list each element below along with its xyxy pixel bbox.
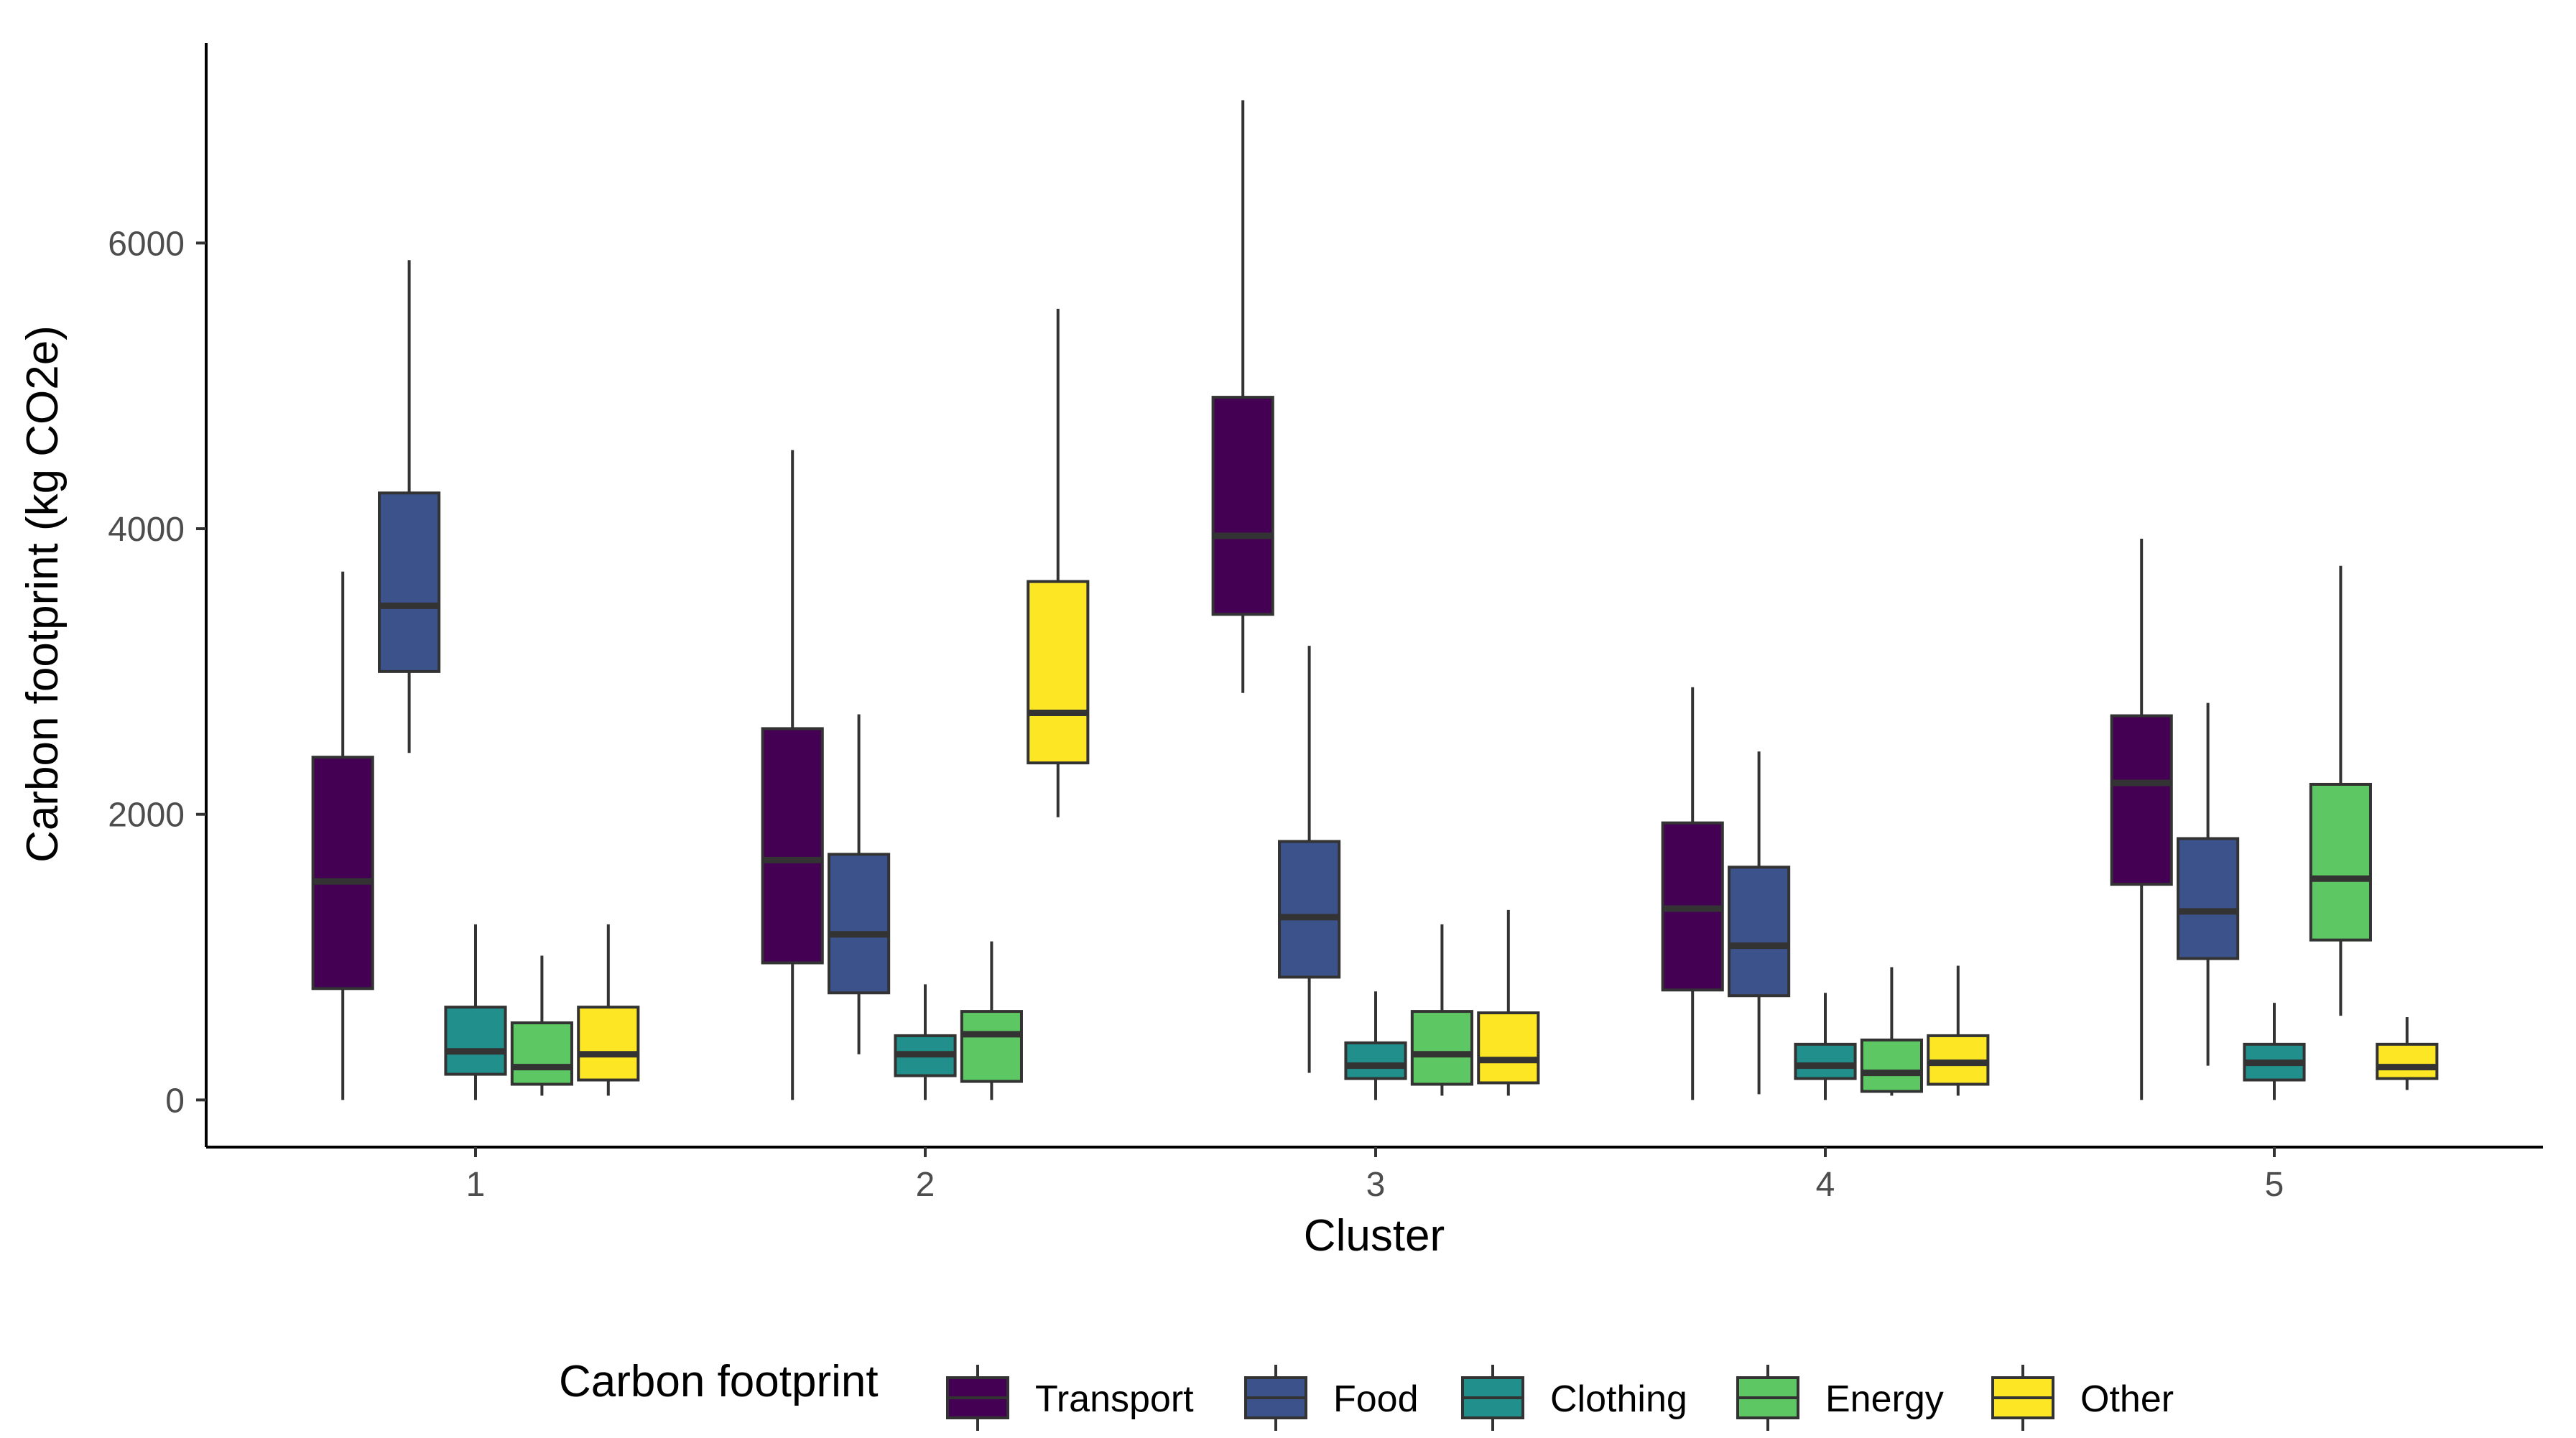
box-clothing-cluster-5 xyxy=(2243,1003,2306,1100)
legend-label: Transport xyxy=(1035,1378,1194,1420)
y-tick-label: 6000 xyxy=(108,225,185,263)
box-other-cluster-1 xyxy=(577,924,640,1096)
box-iqr xyxy=(1278,840,1341,979)
box-energy-cluster-3 xyxy=(1410,924,1473,1096)
plot-area xyxy=(311,100,2439,1100)
box-clothing-cluster-4 xyxy=(1794,993,1857,1100)
legend-item-transport: Transport xyxy=(946,1365,1194,1431)
box-other-cluster-4 xyxy=(1927,965,1990,1096)
box-clothing-cluster-2 xyxy=(894,984,957,1100)
box-food-cluster-1 xyxy=(378,260,441,753)
x-tick-label: 4 xyxy=(1816,1166,1835,1204)
box-energy-cluster-2 xyxy=(960,941,1023,1100)
box-iqr xyxy=(1794,1042,1857,1080)
box-iqr xyxy=(378,491,441,673)
box-iqr xyxy=(2110,714,2173,886)
box-iqr xyxy=(2376,1042,2439,1080)
axes: 0 2000 4000 6000 1 2 3 4 5 xyxy=(108,43,2543,1204)
box-transport-cluster-2 xyxy=(761,450,824,1100)
box-other-cluster-3 xyxy=(1477,909,1540,1096)
box-other-cluster-2 xyxy=(1027,308,1090,817)
box-clothing-cluster-3 xyxy=(1344,991,1407,1100)
box-iqr xyxy=(1410,1010,1473,1086)
box-iqr xyxy=(1728,866,1791,998)
box-transport-cluster-1 xyxy=(311,571,374,1100)
y-tick-label: 0 xyxy=(165,1082,185,1120)
legend-label: Energy xyxy=(1825,1378,1944,1420)
box-clothing-cluster-1 xyxy=(444,924,507,1100)
legend-item-other: Other xyxy=(1991,1365,2174,1431)
box-iqr xyxy=(2177,837,2240,960)
box-energy-cluster-5 xyxy=(2309,565,2372,1016)
box-iqr xyxy=(1211,396,1274,616)
box-iqr xyxy=(510,1021,573,1086)
box-iqr xyxy=(311,756,374,991)
box-iqr xyxy=(761,727,824,965)
box-transport-cluster-3 xyxy=(1211,100,1274,693)
legend-item-energy: Energy xyxy=(1736,1365,1944,1431)
legend-item-clothing: Clothing xyxy=(1461,1365,1687,1431)
legend-label: Food xyxy=(1333,1378,1419,1420)
legend-label: Other xyxy=(2080,1378,2174,1420)
y-tick-label: 2000 xyxy=(108,797,185,835)
x-tick-label: 2 xyxy=(916,1166,935,1204)
box-iqr xyxy=(1344,1041,1407,1080)
box-food-cluster-3 xyxy=(1278,646,1341,1073)
x-axis-title: Cluster xyxy=(1304,1211,1445,1261)
box-iqr xyxy=(1477,1011,1540,1085)
y-axis-title: Carbon footprint (kg CO2e) xyxy=(18,325,68,863)
box-iqr xyxy=(577,1006,640,1082)
legend-label: Clothing xyxy=(1550,1378,1687,1420)
box-iqr xyxy=(2309,782,2372,942)
legend: Carbon footprint Transport Food Clothing En… xyxy=(559,1357,2174,1431)
x-tick-label: 5 xyxy=(2265,1166,2284,1204)
x-tick-label: 3 xyxy=(1366,1166,1386,1204)
legend-item-food: Food xyxy=(1244,1365,1419,1431)
box-transport-cluster-5 xyxy=(2110,538,2173,1100)
box-iqr xyxy=(444,1006,507,1076)
box-food-cluster-5 xyxy=(2177,702,2240,1066)
box-iqr xyxy=(828,853,891,995)
legend-title: Carbon footprint xyxy=(559,1357,879,1406)
box-iqr xyxy=(960,1010,1023,1083)
x-tick-label: 1 xyxy=(466,1166,486,1204)
box-energy-cluster-4 xyxy=(1860,967,1923,1096)
y-tick-label: 4000 xyxy=(108,511,185,549)
box-energy-cluster-1 xyxy=(510,955,573,1096)
box-other-cluster-5 xyxy=(2376,1017,2439,1090)
box-iqr xyxy=(1860,1038,1923,1093)
box-transport-cluster-4 xyxy=(1661,687,1724,1100)
box-food-cluster-4 xyxy=(1728,751,1791,1095)
box-iqr xyxy=(1027,580,1090,765)
box-food-cluster-2 xyxy=(828,714,891,1054)
